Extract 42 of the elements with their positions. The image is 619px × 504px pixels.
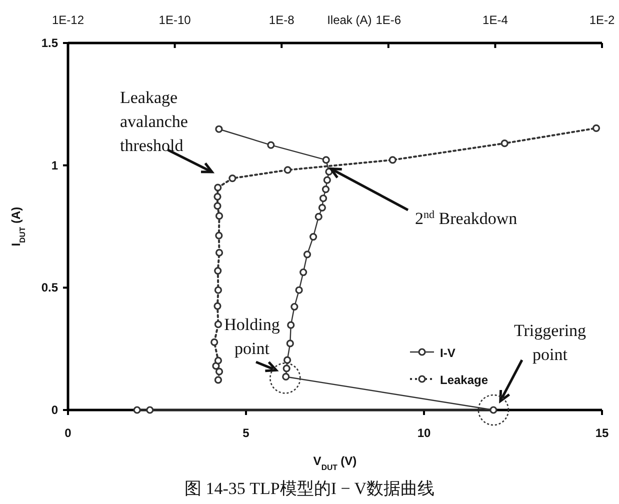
y-tick-label: 1 — [51, 158, 58, 172]
annotation: Triggering point — [514, 321, 586, 364]
point — [282, 364, 290, 372]
x-axis-title: V$_{DUT}$ (V) — [313, 454, 357, 472]
point — [309, 232, 318, 241]
point — [215, 125, 223, 133]
point — [322, 156, 330, 164]
point — [300, 268, 308, 276]
x-tick-label: 10 — [417, 426, 431, 440]
point — [319, 194, 328, 202]
point — [290, 302, 298, 311]
point — [287, 321, 295, 329]
point — [133, 406, 141, 414]
x2-tick-label: 1E-6 — [376, 13, 402, 27]
x2-tick-label: 1E-2 — [589, 13, 615, 27]
point — [323, 176, 331, 184]
point — [146, 406, 154, 414]
point — [286, 340, 294, 348]
point — [295, 286, 303, 294]
annotation: Holding point — [224, 315, 280, 358]
x-tick-label: 5 — [242, 426, 250, 440]
point — [303, 250, 312, 258]
point — [322, 186, 330, 194]
caption: 图 14-35 TLP模型的I − V数据曲线 — [184, 479, 435, 498]
legend-label: Leakage — [440, 373, 488, 387]
y-tick-label: 0.5 — [41, 280, 58, 295]
point — [267, 141, 275, 149]
legend-label: I-V — [440, 346, 456, 360]
point — [314, 212, 322, 221]
x2-tick-label: 1E-8 — [268, 13, 295, 27]
y-tick-label: 0 — [51, 403, 58, 417]
x-tick-label: 15 — [595, 426, 609, 440]
x-tick-label: 0 — [64, 426, 72, 440]
x2-axis-title: Ileak (A) — [327, 13, 372, 27]
x2-tick-label: 1E-4 — [482, 13, 508, 27]
y-tick-label: 1.5 — [41, 36, 58, 50]
point — [318, 204, 326, 212]
x2-tick-label: 1E-10 — [158, 13, 192, 27]
point — [283, 356, 292, 364]
annotation: 2$^{nd}$ Breakdown — [415, 209, 518, 228]
annotation: Leakage avalanche threshold — [120, 88, 188, 155]
x2-tick-label: 1E-12 — [52, 13, 84, 27]
